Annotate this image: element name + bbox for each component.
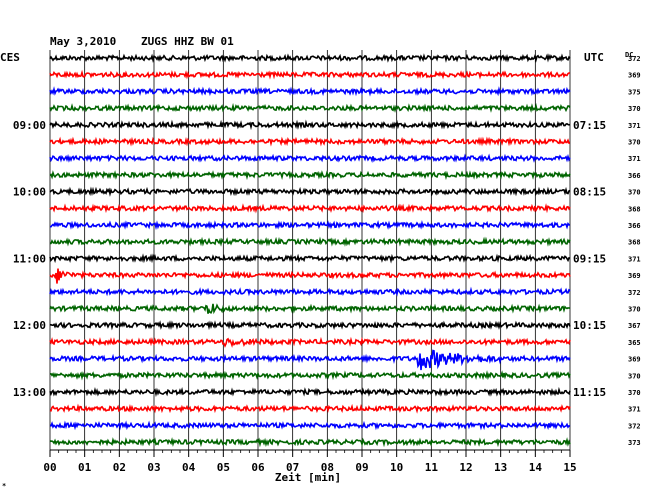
trace-2 <box>49 86 571 97</box>
trace-14 <box>49 286 571 297</box>
dc-offset-label: 372 <box>628 289 641 297</box>
right-hour-label: 10:15 <box>573 319 606 332</box>
date-label: May 3,2010 <box>50 35 116 48</box>
dc-offset-label: 366 <box>628 172 641 180</box>
x-tick-label: 06 <box>251 461 265 474</box>
dc-offset-label: 370 <box>628 105 641 113</box>
trace-7 <box>49 169 571 181</box>
dc-offset-label: 370 <box>628 189 641 197</box>
trace-0 <box>49 53 571 63</box>
trace-6 <box>49 153 571 164</box>
x-tick-label: 14 <box>529 461 543 474</box>
dc-offset-label: 371 <box>628 155 641 163</box>
right-hour-label: 09:15 <box>573 252 606 265</box>
left-hour-label: 13:00 <box>13 386 46 399</box>
x-tick-label: 07 <box>286 461 299 474</box>
trace-group <box>49 53 571 448</box>
dc-offset-label: 369 <box>628 72 641 80</box>
trace-5 <box>49 136 571 147</box>
x-tick-label: 11 <box>425 461 439 474</box>
dc-offset-label: 368 <box>628 239 641 247</box>
dc-offset-label: 371 <box>628 255 641 263</box>
time-grid: 00 01 02 03 04 05 06 07 08 09 10 11 12 13 14 15 <box>43 50 577 474</box>
dc-offset-label: 375 <box>628 88 641 96</box>
x-tick-label: 01 <box>78 461 92 474</box>
right-timezone-label: UTC <box>584 51 604 64</box>
trace-19 <box>49 370 571 381</box>
dc-offset-label: 372 <box>628 422 641 430</box>
trace-20 <box>49 386 571 398</box>
trace-16 <box>49 320 571 331</box>
trace-8 <box>49 186 571 197</box>
dc-offset-label: 371 <box>628 122 641 130</box>
x-tick-label: 00 <box>43 461 56 474</box>
x-tick-label: 09 <box>355 461 368 474</box>
left-timezone-label: CES <box>0 51 20 64</box>
dc-offset-label: 373 <box>628 439 641 447</box>
left-hour-label: 12:00 <box>13 319 46 332</box>
right-hour-label: 11:15 <box>573 386 606 399</box>
x-tick-label: 08 <box>321 461 334 474</box>
dc-offset-label: 368 <box>628 205 641 213</box>
left-hour-label: 11:00 <box>13 252 46 265</box>
x-tick-label: 15 <box>563 461 576 474</box>
trace-12 <box>49 253 571 264</box>
x-tick-label: 05 <box>217 461 230 474</box>
station-label: ZUGS HHZ BW 01 <box>141 35 234 48</box>
x-tick-label: 04 <box>182 461 196 474</box>
x-axis-label: Zeit [min] <box>275 471 341 484</box>
left-hour-label: 09:00 <box>13 119 46 132</box>
x-tick-label: 12 <box>459 461 472 474</box>
trace-11 <box>49 236 571 247</box>
trace-13 <box>49 268 571 284</box>
dc-offset-label: 370 <box>628 389 641 397</box>
left-hour-label: 10:00 <box>13 186 46 199</box>
x-tick-label: 13 <box>494 461 507 474</box>
dc-offset-label: 367 <box>628 322 641 330</box>
trace-15 <box>49 303 571 315</box>
trace-23 <box>49 437 571 448</box>
dc-offset-label: 369 <box>628 356 641 364</box>
trace-21 <box>49 403 571 414</box>
dc-offset-label: 365 <box>628 339 641 347</box>
dc-header-label: DC <box>625 51 633 59</box>
x-tick-label: 10 <box>390 461 403 474</box>
label-group: 372 369 375 370 371 370 371 366 370 368 366 368 371 3… <box>13 55 641 447</box>
dc-offset-label: 366 <box>628 222 641 230</box>
dc-offset-label: 371 <box>628 406 641 414</box>
trace-17 <box>49 336 571 348</box>
trace-18 <box>49 349 571 371</box>
trace-9 <box>49 203 571 214</box>
right-hour-label: 07:15 <box>573 119 606 132</box>
trace-3 <box>49 102 571 113</box>
trace-22 <box>49 420 571 431</box>
dc-offset-label: 370 <box>628 306 641 314</box>
corner-mark: * <box>2 482 6 490</box>
dc-offset-label: 370 <box>628 139 641 147</box>
trace-10 <box>50 219 571 231</box>
dc-offset-label: 369 <box>628 272 641 280</box>
x-tick-label: 03 <box>147 461 160 474</box>
dc-offset-label: 372 <box>628 55 641 63</box>
trace-4 <box>49 119 571 131</box>
x-tick-label: 02 <box>113 461 126 474</box>
dc-offset-label: 370 <box>628 372 641 380</box>
right-hour-label: 08:15 <box>573 186 606 199</box>
trace-1 <box>49 69 571 80</box>
